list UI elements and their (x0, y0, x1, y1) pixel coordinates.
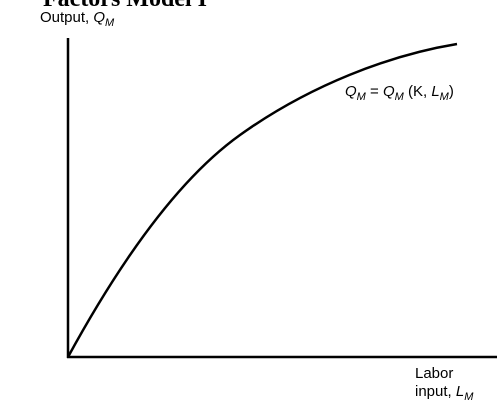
label-var: Q (93, 9, 105, 26)
production-curve (66, 42, 458, 358)
label-sub: M (357, 91, 367, 103)
label-sub: M (464, 391, 474, 403)
label-text: input, (415, 383, 456, 400)
label-sub: M (440, 91, 450, 103)
label-text: Output, (40, 9, 93, 26)
x-axis-label-line2: input, LM (415, 383, 474, 403)
label-sub: M (105, 17, 115, 29)
label-text: = (366, 83, 383, 100)
label-var: Q (345, 83, 357, 100)
curve-label: QM = QM (K, LM) (345, 83, 454, 103)
label-sub: M (395, 91, 405, 103)
label-var: L (431, 83, 439, 100)
y-axis-label: Output, QM (40, 9, 115, 29)
label-text: ) (449, 83, 454, 100)
label-text: (K, (404, 83, 432, 100)
label-var: Q (383, 83, 395, 100)
x-axis-label-line1: Labor (415, 365, 453, 382)
label-var: L (456, 383, 464, 400)
label-backing (0, 8, 140, 30)
